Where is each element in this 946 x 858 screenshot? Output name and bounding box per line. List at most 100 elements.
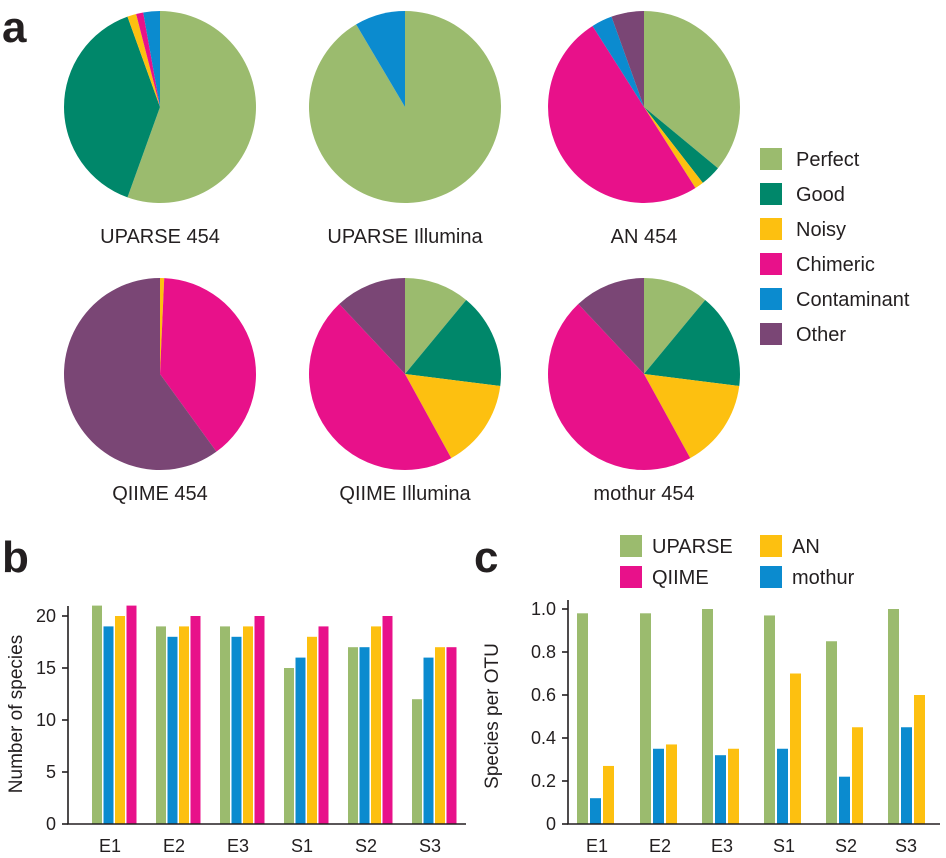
- legend-label-qiime: QIIME: [652, 567, 709, 589]
- y-tick-label: 0.2: [531, 771, 556, 791]
- pie-slice-perfect: [405, 278, 467, 374]
- x-tick-label: E3: [711, 836, 733, 856]
- x-tick-label: S2: [835, 836, 857, 856]
- bar-uparse-e3: [220, 626, 230, 824]
- axis-lines: [567, 600, 940, 825]
- pie-chart-group: UPARSE 454 UPARSE Illumina AN 454 QIIME …: [63, 11, 740, 505]
- x-tick-label: E2: [649, 836, 671, 856]
- x-tick-label: E3: [227, 836, 249, 856]
- panel-a-label: a: [2, 3, 27, 52]
- bar-mothur-e1: [590, 798, 601, 824]
- bar-mothur-s2: [359, 647, 370, 824]
- bar-an-s2: [371, 626, 381, 824]
- bar-an-s3: [435, 647, 445, 824]
- bar-chart-species-per-otu: 0 0.2 0.4 0.6 0.8 1.0 E1 E2 E3 S1 S2 S3 …: [482, 599, 940, 856]
- legend-label-uparse: UPARSE: [652, 536, 733, 558]
- legend-swatch-uparse: [620, 535, 642, 557]
- pie-slice-good: [405, 300, 502, 387]
- bar-qiime-e1: [126, 605, 137, 824]
- bar-qiime-e2: [190, 616, 201, 824]
- bar-an-e3: [728, 748, 739, 824]
- pie-title: UPARSE 454: [100, 226, 220, 248]
- bar-mothur-e2: [167, 636, 178, 824]
- legend-label-noisy: Noisy: [796, 219, 846, 241]
- bar-uparse-e1: [92, 605, 102, 824]
- y-axis-title: Number of species: [6, 635, 27, 793]
- x-tick-label: S3: [895, 836, 917, 856]
- bar-series-group: [92, 605, 457, 824]
- x-tick-label: S1: [773, 836, 795, 856]
- bar-series-group: [577, 609, 925, 824]
- pie-slice-other: [63, 278, 217, 471]
- pie-mothur-454: [548, 278, 740, 470]
- pie-slice-noisy: [405, 374, 501, 459]
- y-tick-label: 15: [36, 658, 56, 678]
- legend-label-mothur: mothur: [792, 567, 855, 589]
- bar-an-s2: [852, 727, 863, 824]
- pie-slice-noisy: [644, 374, 740, 459]
- legend-swatch-mothur: [760, 566, 782, 588]
- x-tick-label: S2: [355, 836, 377, 856]
- pie-qiime-illumina: [309, 278, 502, 470]
- bar-mothur-s1: [777, 748, 788, 824]
- y-tick-label: 1.0: [531, 599, 556, 619]
- x-tick-label: S1: [291, 836, 313, 856]
- pie-slice-noisy: [160, 278, 165, 374]
- bar-mothur-e3: [231, 636, 242, 824]
- y-axis-title: Species per OTU: [482, 643, 503, 789]
- y-tick-label: 0: [546, 814, 556, 834]
- bar-an-s1: [790, 673, 801, 824]
- bar-uparse-s3: [888, 609, 899, 824]
- pie-title: QIIME Illumina: [339, 483, 471, 505]
- legend-label-an: AN: [792, 536, 820, 558]
- pie-an-454: [548, 11, 740, 203]
- bar-uparse-e3: [702, 609, 713, 824]
- bar-an-e2: [179, 626, 189, 824]
- pie-slice-contaminant: [143, 11, 160, 107]
- legend-swatch-qiime: [620, 566, 642, 588]
- bar-mothur-s1: [295, 657, 306, 824]
- bar-mothur-e2: [653, 748, 664, 824]
- pie-slice-chimeric: [548, 25, 696, 203]
- panel-c-label: c: [474, 533, 498, 582]
- legend-label-good: Good: [796, 184, 845, 206]
- bar-an-s1: [307, 636, 317, 824]
- pie-slice-other: [339, 278, 405, 374]
- bar-an-e3: [243, 626, 253, 824]
- legend-swatch-an: [760, 535, 782, 557]
- pie-slice-chimeric: [548, 304, 691, 470]
- pie-title: UPARSE Illumina: [327, 226, 483, 248]
- panel-b-label: b: [2, 533, 29, 582]
- pie-qiime-454: [63, 278, 256, 471]
- legend-label-perfect: Perfect: [796, 149, 860, 171]
- bar-uparse-s2: [348, 647, 358, 824]
- pie-slice-noisy: [127, 14, 160, 108]
- y-tick-label: 0.6: [531, 685, 556, 705]
- legend-label-chimeric: Chimeric: [796, 254, 875, 276]
- pie-slice-perfect: [644, 278, 706, 374]
- pie-legend: Perfect Good Noisy Chimeric Contaminant …: [760, 148, 910, 346]
- pie-slice-good: [63, 16, 160, 198]
- bar-an-e1: [115, 616, 125, 824]
- y-tick-label: 0: [46, 814, 56, 834]
- bar-uparse-s1: [764, 615, 775, 824]
- bar-qiime-s1: [318, 626, 329, 824]
- pie-slice-good: [644, 107, 718, 183]
- bar-legend: UPARSE AN QIIME mothur: [620, 535, 855, 589]
- bar-uparse-s2: [826, 641, 837, 824]
- legend-label-contaminant: Contaminant: [796, 289, 910, 311]
- bar-mothur-s3: [901, 727, 912, 824]
- legend-swatch-contaminant: [760, 288, 782, 310]
- pie-slice-perfect: [644, 11, 740, 169]
- bar-uparse-s3: [412, 699, 422, 824]
- x-tick-label: E1: [99, 836, 121, 856]
- y-tick-label: 0.4: [531, 728, 556, 748]
- bar-an-s3: [914, 695, 925, 824]
- y-tick-label: 5: [46, 762, 56, 782]
- pie-title: AN 454: [611, 226, 678, 248]
- bar-mothur-e3: [715, 755, 726, 824]
- y-tick-label: 10: [36, 710, 56, 730]
- pie-slice-perfect: [127, 11, 256, 204]
- legend-swatch-chimeric: [760, 253, 782, 275]
- pie-title: QIIME 454: [112, 483, 208, 505]
